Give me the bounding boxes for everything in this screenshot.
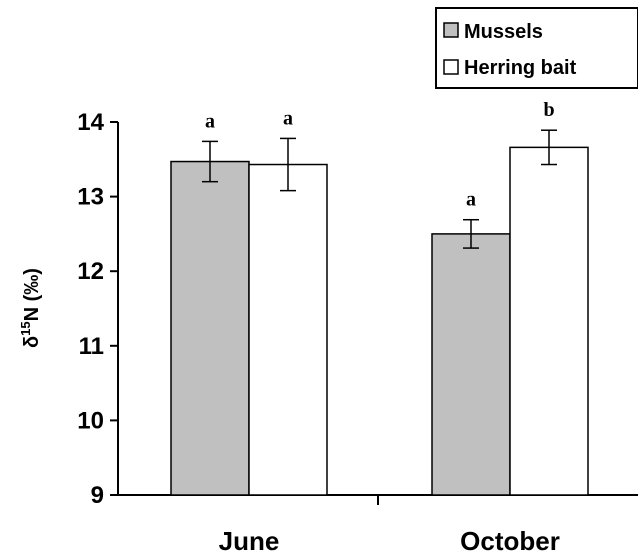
bars: a a a b bbox=[170, 99, 589, 496]
legend-label-mussels: Mussels bbox=[464, 21, 543, 43]
y-axis-title-prefix: δ bbox=[21, 336, 43, 348]
legend: Mussels Herring bait bbox=[435, 7, 638, 89]
legend-box bbox=[435, 7, 638, 89]
bar-mussels-june bbox=[170, 160, 250, 496]
y-tick-label: 12 bbox=[77, 258, 104, 285]
bar-herring-bait-june bbox=[248, 163, 328, 496]
y-tick-label: 11 bbox=[79, 333, 104, 360]
y-tick-label: 14 bbox=[77, 109, 104, 136]
y-axis-title-sup: 15 bbox=[18, 321, 33, 335]
legend-label-herring-bait: Herring bait bbox=[464, 57, 577, 79]
significance-letter: a bbox=[466, 189, 476, 211]
y-ticks: 9 10 11 12 13 14 bbox=[77, 109, 118, 509]
legend-swatch-mussels bbox=[443, 22, 459, 38]
category-labels: June October bbox=[219, 526, 560, 556]
x-category-label: October bbox=[460, 526, 560, 556]
y-tick-label: 13 bbox=[77, 184, 104, 211]
bar-mussels-october bbox=[431, 233, 511, 496]
y-tick-label: 10 bbox=[77, 407, 104, 434]
legend-swatch-herring-bait bbox=[443, 59, 459, 75]
y-axis-title: δ15N (‰) bbox=[18, 268, 43, 348]
y-axis-title-suffix: N (‰) bbox=[21, 268, 43, 321]
significance-letter: a bbox=[283, 107, 293, 129]
y-tick-label: 9 bbox=[91, 482, 104, 509]
significance-letter: a bbox=[205, 110, 215, 132]
significance-letter: b bbox=[543, 99, 554, 121]
x-category-label: June bbox=[219, 526, 280, 556]
bar-herring-bait-october bbox=[509, 146, 589, 496]
